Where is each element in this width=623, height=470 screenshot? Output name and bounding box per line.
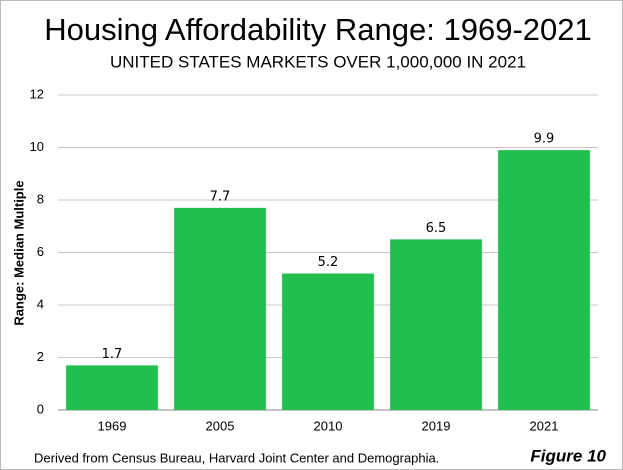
bar bbox=[390, 239, 482, 410]
y-tick-label: 4 bbox=[37, 296, 44, 311]
figure-label: Figure 10 bbox=[530, 446, 606, 465]
y-tick-label: 0 bbox=[37, 401, 44, 416]
x-tick-label: 2005 bbox=[206, 418, 235, 433]
x-tick-label: 2010 bbox=[314, 418, 343, 433]
chart-subtitle: UNITED STATES MARKETS OVER 1,000,000 IN … bbox=[110, 52, 526, 71]
chart-title: Housing Affordability Range: 1969-2021 bbox=[44, 12, 591, 47]
data-label: 7.7 bbox=[210, 189, 231, 204]
y-tick-label: 12 bbox=[30, 86, 44, 101]
bar bbox=[282, 273, 374, 410]
y-tick-label: 8 bbox=[37, 191, 44, 206]
source-note: Derived from Census Bureau, Harvard Join… bbox=[34, 450, 439, 465]
y-tick-label: 6 bbox=[37, 244, 44, 259]
y-tick-label: 10 bbox=[30, 139, 44, 154]
y-axis-label: Range: Median Multiple bbox=[11, 180, 26, 325]
data-label: 5.2 bbox=[318, 255, 339, 270]
x-tick-label: 2021 bbox=[530, 418, 559, 433]
x-tick-label: 1969 bbox=[98, 418, 127, 433]
data-label: 9.9 bbox=[534, 132, 555, 147]
bar bbox=[498, 150, 590, 410]
x-tick-label: 2019 bbox=[422, 418, 451, 433]
data-label: 6.5 bbox=[426, 221, 447, 236]
y-tick-label: 2 bbox=[37, 349, 44, 364]
data-label: 1.7 bbox=[102, 347, 123, 362]
bar bbox=[174, 207, 266, 410]
bar bbox=[66, 365, 158, 410]
